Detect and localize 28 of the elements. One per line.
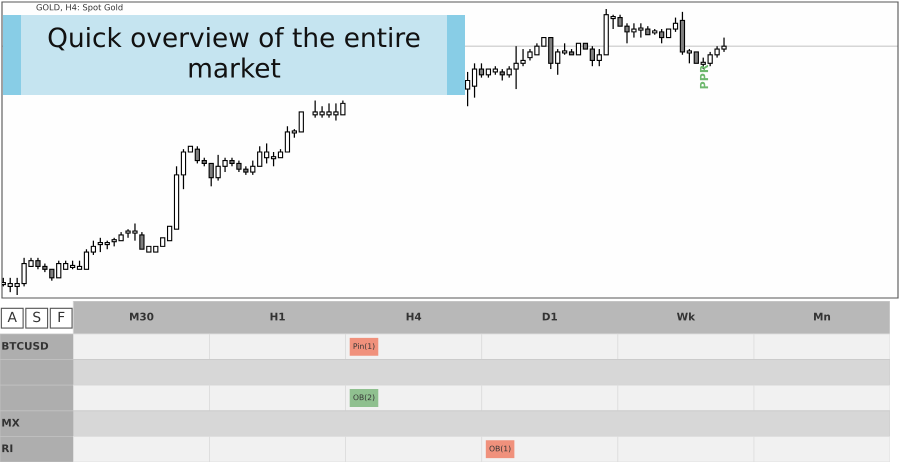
candlestick: [464, 71, 470, 107]
category-label: H4: [406, 312, 422, 320]
candlestick: [478, 62, 484, 78]
candlestick: [132, 222, 138, 242]
candlestick: [672, 16, 678, 33]
text: A: [8, 312, 17, 322]
category-label: BTCUSD: [2, 342, 48, 350]
category-label: RI: [2, 444, 12, 452]
text: S: [33, 312, 40, 322]
chart-title: GOLD, H4: Spot Gold: [36, 4, 122, 12]
category-label: Mn: [814, 312, 830, 320]
candlestick: [472, 62, 478, 98]
category-label: D1: [542, 312, 557, 320]
candlestick: [90, 240, 96, 256]
candlestick: [624, 22, 630, 44]
candlestick: [527, 48, 533, 62]
category-label: MX: [2, 418, 20, 426]
category-label: H1: [270, 312, 285, 320]
candlestick: [576, 42, 582, 56]
candlestick: [180, 148, 186, 190]
category-label: Wk: [676, 312, 696, 320]
annotation: Quick overview of the entire market: [48, 26, 420, 78]
text: F: [58, 312, 64, 322]
candlestick: [84, 248, 90, 270]
candlestick: [721, 36, 727, 53]
candlestick: [326, 102, 332, 118]
annotation: PPR: [700, 64, 708, 88]
category-label: M30: [130, 312, 154, 321]
